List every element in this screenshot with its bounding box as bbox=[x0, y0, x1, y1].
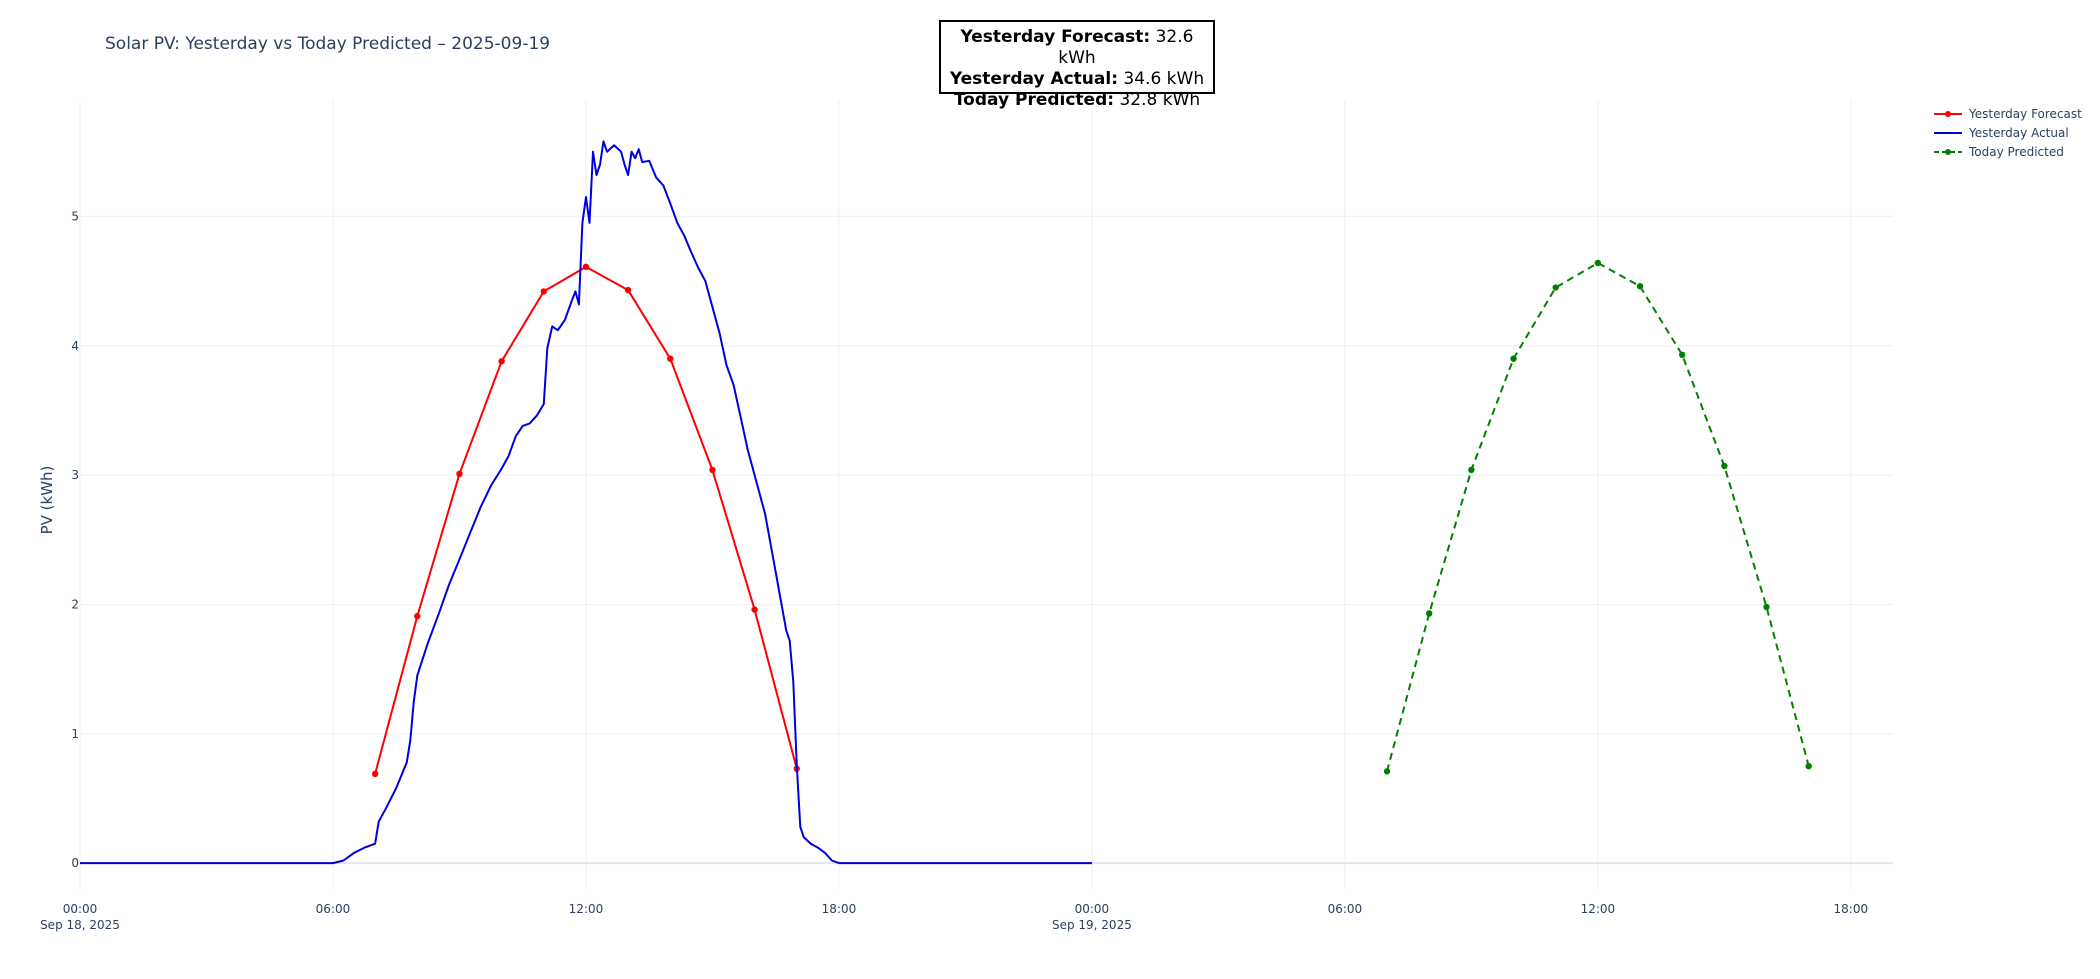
today-predicted-point bbox=[1678, 351, 1686, 359]
x-tick-label: 12:00 bbox=[569, 902, 604, 916]
today-predicted-point bbox=[1636, 283, 1644, 290]
yesterday-actual-line bbox=[80, 140, 1092, 865]
x-tick-label: 06:00 bbox=[1328, 902, 1363, 916]
y-tick-label: 1 bbox=[71, 727, 79, 741]
yesterday-forecast-point bbox=[540, 288, 547, 295]
annotation-line-forecast: Yesterday Forecast: 32.6 kWh bbox=[960, 27, 1194, 68]
series-today-predicted bbox=[1383, 259, 1812, 775]
legend-marker bbox=[1945, 111, 1951, 117]
totals-annotation: Yesterday Forecast: 32.6 kWh Yesterday A… bbox=[939, 20, 1215, 110]
legend-item-today-predicted[interactable]: Today Predicted bbox=[1934, 145, 2064, 159]
today-predicted-point bbox=[1594, 259, 1602, 267]
yesterday-forecast-point bbox=[751, 606, 758, 613]
today-predicted-point bbox=[1763, 603, 1770, 611]
today-predicted-point bbox=[1721, 462, 1728, 470]
annotation-line-actual: Yesterday Actual: 34.6 kWh bbox=[949, 69, 1205, 89]
yesterday-forecast-point bbox=[414, 612, 421, 620]
x-axis: 00:00 Sep 18, 2025 06:00 12:00 18:00 00:00 Sep… bbox=[40, 902, 1868, 932]
yesterday-forecast-point bbox=[582, 263, 590, 271]
yesterday-forecast-point bbox=[456, 470, 463, 478]
y-tick-label: 4 bbox=[71, 339, 79, 353]
chart-title: Solar PV: Yesterday vs Today Predicted –… bbox=[105, 34, 550, 54]
x-tick-label: 06:00 bbox=[316, 902, 351, 916]
legend-label: Yesterday Actual bbox=[1968, 126, 2069, 140]
today-predicted-point bbox=[1426, 610, 1433, 617]
legend[interactable]: Yesterday Forecast Yesterday Actual Today … bbox=[1934, 107, 2082, 159]
yesterday-forecast-point bbox=[624, 286, 632, 294]
y-tick-label: 0 bbox=[71, 856, 79, 870]
yesterday-forecast-point bbox=[498, 358, 505, 365]
x-tick-label: 12:00 bbox=[1581, 902, 1616, 916]
legend-item-yesterday-actual[interactable]: Yesterday Actual bbox=[1934, 126, 2069, 140]
x-tick-label: 18:00 bbox=[1834, 902, 1869, 916]
today-predicted-point bbox=[1805, 762, 1812, 770]
yesterday-forecast-point bbox=[371, 770, 379, 778]
grid bbox=[79, 100, 1893, 889]
y-tick-label: 3 bbox=[71, 468, 79, 482]
today-predicted-point bbox=[1510, 355, 1517, 362]
yesterday-forecast-point bbox=[709, 466, 716, 474]
x-tick-date-label: Sep 18, 2025 bbox=[40, 918, 120, 932]
y-axis: 0 1 2 3 4 5 bbox=[71, 209, 79, 870]
x-tick-label: 00:00 bbox=[63, 902, 98, 916]
legend-item-yesterday-forecast[interactable]: Yesterday Forecast bbox=[1934, 107, 2082, 121]
today-predicted-point bbox=[1552, 284, 1559, 291]
x-tick-label: 18:00 bbox=[822, 902, 857, 916]
x-tick-label: 00:00 bbox=[1075, 902, 1110, 916]
series-yesterday-forecast bbox=[371, 263, 800, 778]
yesterday-forecast-point bbox=[667, 355, 674, 362]
y-axis-title: PV (kWh) bbox=[38, 466, 56, 535]
y-tick-label: 2 bbox=[71, 597, 79, 611]
y-tick-label: 5 bbox=[71, 209, 79, 223]
series-yesterday-actual bbox=[80, 140, 1092, 865]
legend-marker bbox=[1945, 149, 1951, 155]
today-predicted-point bbox=[1468, 466, 1475, 474]
legend-label: Yesterday Forecast bbox=[1968, 107, 2082, 121]
today-predicted-point bbox=[1383, 768, 1391, 775]
legend-label: Today Predicted bbox=[1968, 145, 2064, 159]
x-tick-date-label: Sep 19, 2025 bbox=[1052, 918, 1132, 932]
series bbox=[80, 140, 1812, 865]
annotation-line-predicted: Today Predicted: 32.8 kWh bbox=[953, 90, 1201, 110]
